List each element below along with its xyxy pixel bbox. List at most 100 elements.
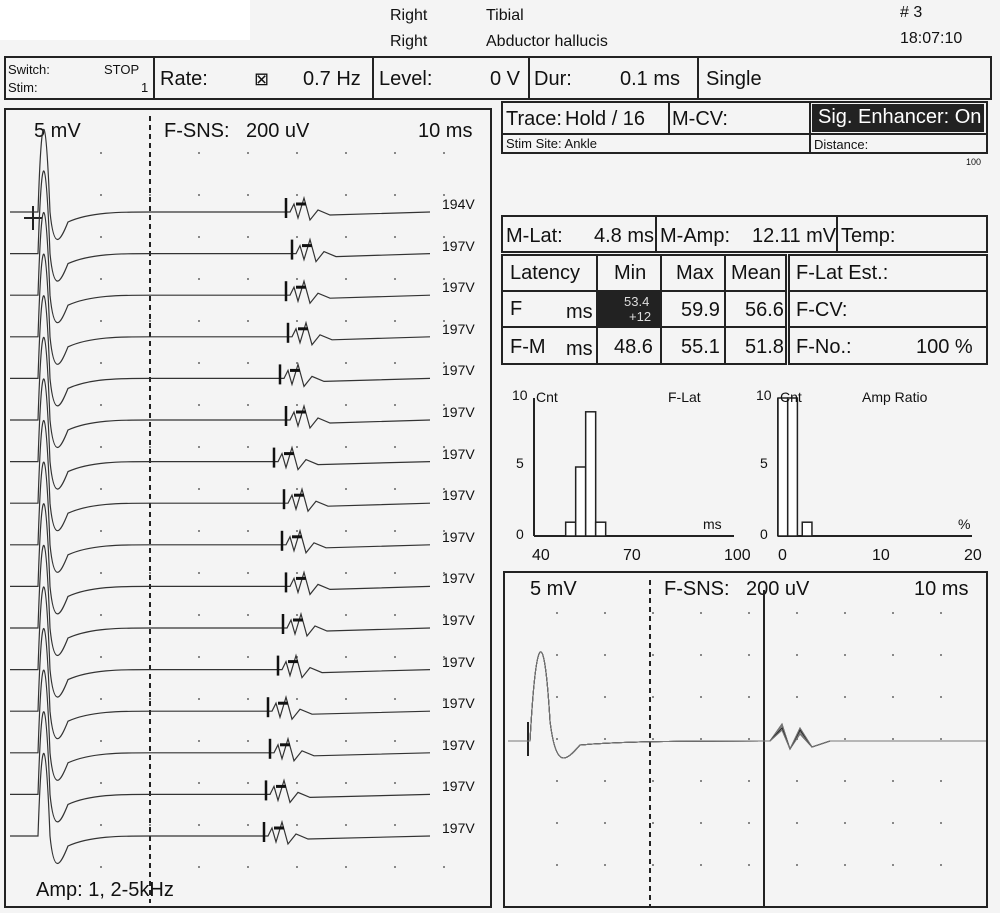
- grid-dot: [345, 488, 347, 490]
- f-wave-trace: [10, 628, 431, 740]
- overlay-trace: [508, 651, 986, 759]
- grid-dot: [748, 864, 750, 866]
- grid-dot: [394, 824, 396, 826]
- grid-dot: [345, 656, 347, 658]
- overlay-trace: [508, 651, 986, 759]
- grid-dot: [149, 698, 151, 700]
- header-record-number: # 3: [900, 4, 923, 21]
- grid-dot: [247, 824, 249, 826]
- grid-dot: [700, 780, 702, 782]
- grid-dot: [796, 696, 798, 698]
- grid-dot: [296, 278, 298, 280]
- trace-voltage-label: 197V: [442, 612, 475, 628]
- grid-dot: [604, 738, 606, 740]
- grid-dot: [892, 612, 894, 614]
- grid-dot: [443, 614, 445, 616]
- latency-table-rule: [724, 254, 726, 365]
- grid-dot: [892, 864, 894, 866]
- stim-value[interactable]: 1: [141, 80, 149, 95]
- grid-dot: [892, 822, 894, 824]
- overlay-trace: [508, 651, 986, 759]
- flat-hist-ytick-0: 0: [516, 526, 524, 542]
- grid-dot: [247, 698, 249, 700]
- grid-dot: [652, 612, 654, 614]
- grid-dot: [443, 446, 445, 448]
- f-wave-trace: [10, 128, 431, 240]
- grid-dot: [198, 152, 200, 154]
- grid-dot: [100, 656, 102, 658]
- max-header: Max: [676, 262, 714, 284]
- trace-value[interactable]: Hold / 16: [565, 108, 646, 130]
- grid-dot: [345, 740, 347, 742]
- overlay-f-sensitivity-value: 200 uV: [746, 578, 810, 600]
- switch-value[interactable]: STOP: [104, 62, 140, 77]
- grid-dot: [198, 236, 200, 238]
- grid-dot: [940, 780, 942, 782]
- grid-dot: [149, 320, 151, 322]
- grid-dot: [296, 866, 298, 868]
- rate-checkbox-icon[interactable]: ⊠: [254, 69, 270, 89]
- rate-value[interactable]: 0.7 Hz: [303, 68, 361, 90]
- f-estimate-table: [788, 254, 988, 365]
- m-latency-divider: [655, 215, 657, 253]
- settings-divider: [528, 56, 530, 100]
- grid-dot: [892, 738, 894, 740]
- grid-dot: [247, 530, 249, 532]
- grid-dot: [604, 864, 606, 866]
- raster-f-sensitivity-value: 200 uV: [246, 120, 310, 142]
- mamp-label: M-Amp:: [660, 225, 730, 247]
- grid-dot: [100, 152, 102, 154]
- grid-dot: [345, 278, 347, 280]
- f-wave-trace: [10, 461, 431, 573]
- grid-dot: [345, 194, 347, 196]
- fm-row-name: F-M: [510, 336, 546, 358]
- grid-dot: [652, 864, 654, 866]
- grid-dot: [296, 572, 298, 574]
- grid-dot: [443, 194, 445, 196]
- grid-dot: [443, 362, 445, 364]
- grid-dot: [345, 698, 347, 700]
- grid-dot: [892, 696, 894, 698]
- grid-dot: [652, 780, 654, 782]
- sig-enhancer-toggle[interactable]: Sig. Enhancer: On: [812, 104, 984, 132]
- overlay-trace: [508, 651, 986, 759]
- trace-label: Trace:: [506, 108, 562, 130]
- grid-dot: [940, 654, 942, 656]
- grid-dot: [100, 236, 102, 238]
- level-value[interactable]: 0 V: [490, 68, 521, 90]
- amp-hist-ytick-10: 10: [756, 387, 772, 403]
- grid-dot: [100, 194, 102, 196]
- grid-dot: [296, 362, 298, 364]
- grid-dot: [748, 612, 750, 614]
- grid-dot: [394, 278, 396, 280]
- flat-hist-title: F-Lat: [668, 389, 701, 405]
- grid-dot: [296, 320, 298, 322]
- grid-dot: [443, 278, 445, 280]
- grid-dot: [100, 362, 102, 364]
- overlay-panel: [503, 571, 988, 908]
- mode-value[interactable]: Single: [706, 68, 762, 90]
- m-latency-divider: [836, 215, 838, 253]
- latency-header: Latency: [510, 262, 581, 284]
- grid-dot: [394, 194, 396, 196]
- grid-dot: [296, 404, 298, 406]
- grid-dot: [296, 446, 298, 448]
- amp-hist-ylabel: Cnt: [780, 389, 802, 405]
- grid-dot: [296, 236, 298, 238]
- grid-dot: [796, 864, 798, 866]
- grid-dot: [198, 404, 200, 406]
- fm-max-value: 55.1: [681, 336, 720, 358]
- grid-dot: [844, 696, 846, 698]
- grid-dot: [604, 780, 606, 782]
- grid-dot: [940, 822, 942, 824]
- f-wave-trace: [10, 544, 431, 656]
- f-min-cell[interactable]: [598, 292, 660, 326]
- grid-dot: [844, 612, 846, 614]
- dur-value[interactable]: 0.1 ms: [620, 68, 681, 90]
- amp-hist-xtick-0: 0: [778, 547, 787, 564]
- grid-dot: [940, 864, 942, 866]
- grid-dot: [345, 236, 347, 238]
- raster-amp-info: Amp: 1, 2-5kHz: [36, 879, 174, 901]
- grid-dot: [149, 824, 151, 826]
